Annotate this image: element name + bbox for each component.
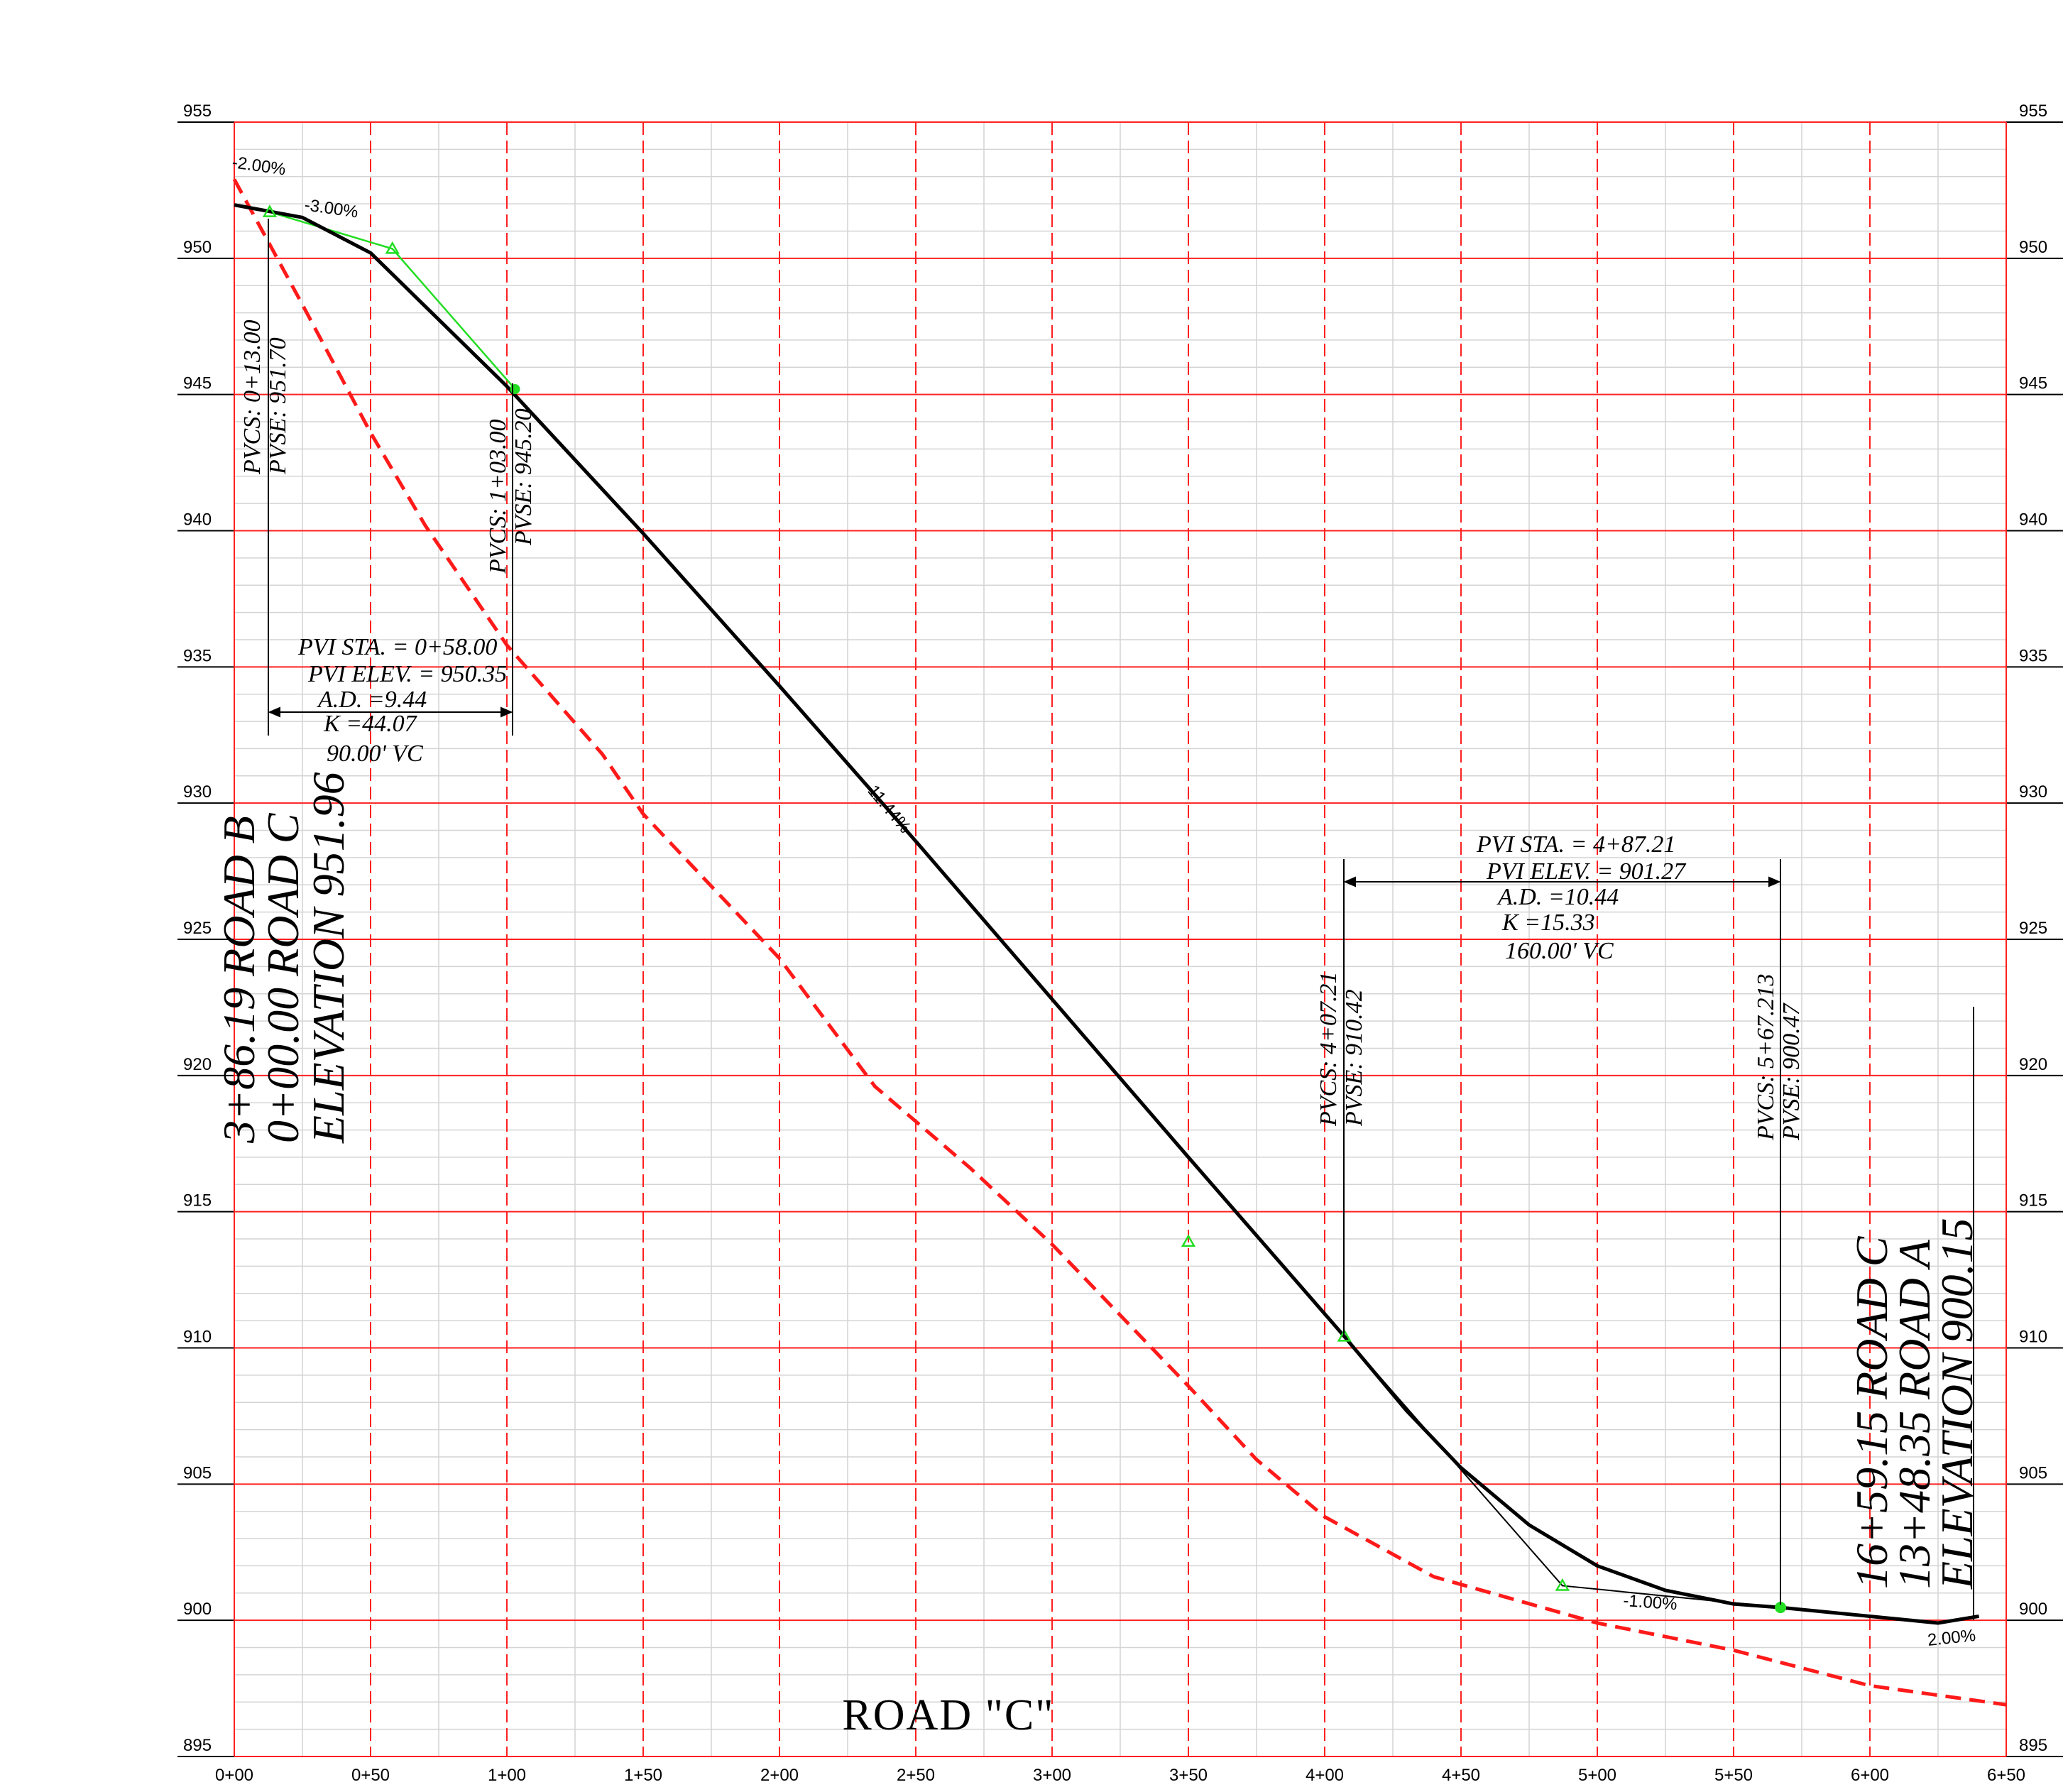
x-tick-label: 5+50	[1714, 1766, 1753, 1785]
grade-label-start: -2.00%	[231, 153, 287, 179]
curve-2-ad: A.D. =10.44	[1496, 884, 1619, 910]
y-tick-label-right: 945	[2019, 374, 2047, 393]
major-grid	[177, 121, 2063, 1757]
end-label-line-3: ELEVATION 900.15	[1932, 1218, 1982, 1590]
y-tick-label-right: 930	[2019, 782, 2047, 802]
x-tick-label: 2+00	[760, 1766, 799, 1785]
end-label-line-1: 16+59.15 ROAD C	[1846, 1235, 1897, 1589]
x-tick-label: 2+50	[897, 1766, 935, 1785]
y-tick-label-left: 910	[183, 1328, 212, 1347]
y-tick-label-left: 950	[183, 238, 212, 257]
curve-2-vc: 160.00' VC	[1505, 938, 1614, 964]
pvc-marker-curve-1	[262, 204, 278, 217]
curve-2-leaders	[1343, 859, 1974, 1620]
curve-2-pvse: PVSE: 910.42	[1341, 989, 1367, 1127]
x-tick-label: 0+00	[215, 1766, 253, 1785]
y-tick-label-left: 955	[183, 102, 212, 121]
y-tick-label-left: 915	[183, 1191, 212, 1211]
end-station-label: 16+59.15 ROAD C 13+48.35 ROAD A ELEVATIO…	[1846, 1218, 1982, 1590]
curve-2-pvi-elev: PVI ELEV. = 901.27	[1486, 858, 1687, 885]
x-tick-label: 3+50	[1169, 1766, 1208, 1785]
curve-1-k: K =44.07	[323, 711, 418, 737]
y-tick-label-right: 955	[2019, 102, 2047, 121]
curve-2-pvse-end: PVSE: 900.47	[1778, 1002, 1805, 1141]
y-tick-label-left: 940	[183, 510, 212, 530]
pvi-marker-curve-2	[1555, 1578, 1570, 1591]
y-tick-label-left: 930	[183, 782, 212, 802]
pvc-marker-curve-2	[1337, 1328, 1352, 1342]
curve-2-pvcs-end: PVCS: 5+67.213	[1753, 974, 1779, 1141]
start-label-line-2: 0+00.00 ROAD C	[258, 812, 308, 1143]
y-tick-label-right: 900	[2019, 1600, 2047, 1619]
start-station-label: 3+86.19 ROAD B 0+00.00 ROAD C ELEVATION …	[214, 772, 354, 1144]
x-tick-label: 1+00	[488, 1766, 526, 1785]
y-tick-label-right: 905	[2019, 1463, 2047, 1482]
axis-tick-labels: 955 955 950 950 945 945 940 940 935 935 930 930 925 9…	[183, 102, 2047, 1785]
x-tick-label: 4+00	[1306, 1766, 1344, 1785]
y-tick-label-left: 935	[183, 646, 212, 665]
y-tick-label-left: 905	[183, 1463, 212, 1482]
curve-1-pvcs: PVCS: 0+13.00	[239, 320, 266, 475]
y-tick-label-right: 935	[2019, 646, 2047, 665]
curve-2-pvi-sta: PVI STA. = 4+87.21	[1476, 831, 1675, 858]
pvt-marker-curve-2	[1775, 1602, 1787, 1614]
grade-label-end: 2.00%	[1927, 1626, 1977, 1650]
grade-label-1: -3.00%	[303, 195, 359, 222]
grade-break-marker	[1181, 1234, 1196, 1247]
y-tick-label-right: 925	[2019, 919, 2047, 938]
x-tick-label: 3+00	[1033, 1766, 1071, 1785]
y-tick-label-right: 940	[2019, 510, 2047, 530]
x-tick-label: 6+00	[1851, 1766, 1889, 1785]
y-tick-label-left: 895	[183, 1736, 212, 1755]
curve-1-vc: 90.00' VC	[327, 741, 423, 767]
y-tick-label-right: 910	[2019, 1328, 2047, 1347]
curve-1-leaders	[268, 219, 513, 736]
sheet-title: ROAD "C"	[842, 1691, 1054, 1739]
curve-2-pvcs: PVCS: 4+07.21	[1315, 972, 1342, 1127]
y-tick-label-left: 900	[183, 1600, 212, 1619]
tangent-line-curve-2	[1343, 1335, 1781, 1609]
grade-label-3: -1.00%	[1623, 1591, 1678, 1614]
start-label-line-1: 3+86.19 ROAD B	[214, 816, 264, 1144]
x-tick-label: 4+50	[1442, 1766, 1480, 1785]
y-tick-label-right: 950	[2019, 238, 2047, 257]
x-tick-label: 6+50	[1987, 1766, 2025, 1785]
existing-ground-line	[232, 178, 2007, 1707]
curve-1-pvcs-end: PVCS: 1+03.00	[485, 420, 511, 574]
x-tick-label: 5+00	[1578, 1766, 1616, 1785]
tangent-line-curve-1	[269, 211, 516, 390]
start-label-line-3: ELEVATION 951.96	[303, 772, 354, 1144]
y-tick-label-right: 920	[2019, 1055, 2047, 1074]
y-tick-label-right: 915	[2019, 1191, 2047, 1211]
x-tick-label: 0+50	[351, 1766, 390, 1785]
curve-2-k: K =15.33	[1501, 909, 1595, 936]
curve-1-ad: A.D. =9.44	[317, 687, 427, 713]
curve-1-pvse-end: PVSE: 945.20	[510, 408, 537, 546]
y-tick-label-left: 920	[183, 1055, 212, 1074]
grade-label-2: -11.44%	[860, 777, 914, 837]
y-tick-label-left: 945	[183, 374, 212, 393]
curve-1-pvi-sta: PVI STA. = 0+58.00	[297, 634, 497, 660]
curve-1-pvse: PVSE: 951.70	[265, 337, 291, 475]
x-tick-label: 1+50	[624, 1766, 662, 1785]
y-tick-label-right: 895	[2019, 1736, 2047, 1755]
pvt-marker-curve-1	[510, 383, 520, 394]
curve-1-pvi-elev: PVI ELEV. = 950.35	[307, 661, 507, 687]
y-tick-label-left: 925	[183, 919, 212, 938]
pvi-marker-curve-1	[385, 241, 400, 254]
proposed-grade-line	[234, 203, 1980, 1625]
end-label-line-2: 13+48.35 ROAD A	[1889, 1239, 1939, 1589]
